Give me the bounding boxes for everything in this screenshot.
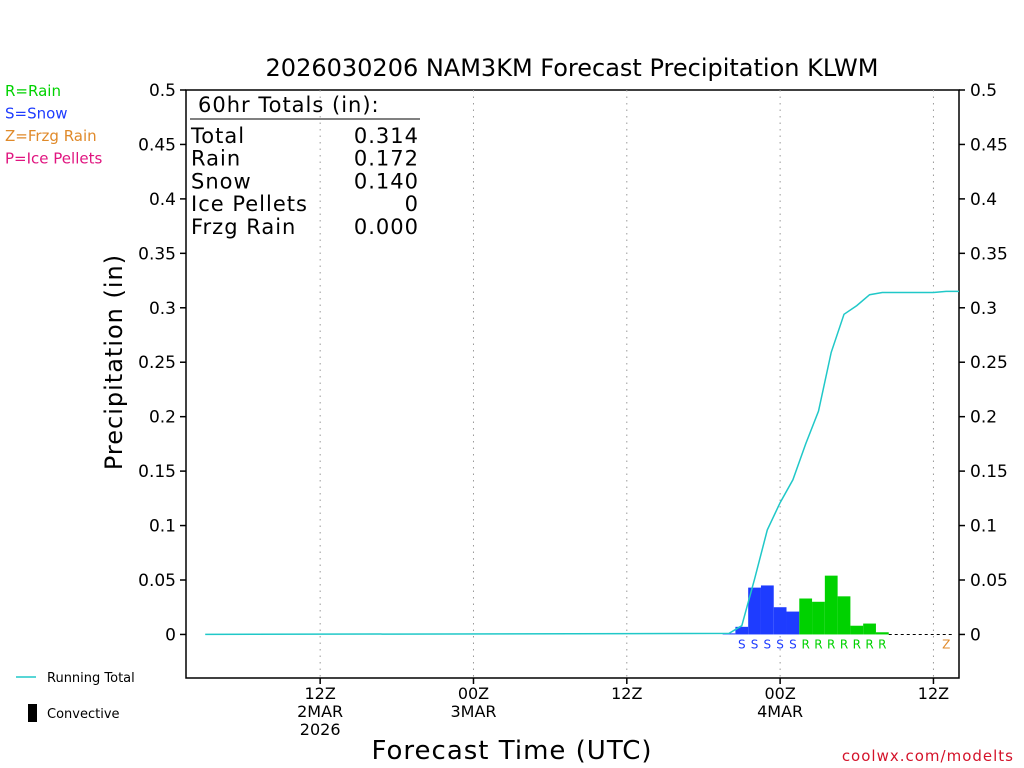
x-tick-label: 3MAR xyxy=(450,702,496,721)
type-marker-R: R xyxy=(814,637,822,651)
type-marker-R: R xyxy=(853,637,861,651)
convective-legend-swatch xyxy=(28,704,37,722)
running-total-series xyxy=(205,290,959,636)
running-total-line xyxy=(205,290,959,636)
bar-R xyxy=(863,623,876,635)
x-tick-label: 4MAR xyxy=(757,702,803,721)
chart-title: 2026030206 NAM3KM Forecast Precipitation… xyxy=(266,54,879,82)
bar-R xyxy=(875,632,889,635)
legend-entry-S: S=Snow xyxy=(5,105,68,123)
legend-entry-Z: Z=Frzg Rain xyxy=(5,127,97,145)
y-tick-label-left: 0.15 xyxy=(138,462,176,482)
totals-row-value: 0.140 xyxy=(354,169,419,193)
type-marker-R: R xyxy=(878,637,886,651)
precip-type-legend: R=Rain S=Snow Z=Frzg Rain P=Ice Pellets xyxy=(5,82,102,168)
y-tick-label-left: 0.25 xyxy=(138,353,176,373)
x-tick-label: 12Z xyxy=(304,684,335,703)
y-axis-left: 0 0.05 0.1 0.15 0.2 0.25 0.3 0.35 0.4 0.45 0.5 xyxy=(138,81,186,645)
x-tick-label: 00Z xyxy=(458,684,489,703)
y-tick-label-right: 0.4 xyxy=(970,190,997,210)
totals-row-label: Rain xyxy=(191,147,241,171)
bar-R xyxy=(850,625,864,635)
y-tick-label-right: 0.1 xyxy=(970,517,997,537)
type-marker-Z: Z xyxy=(942,637,950,651)
type-marker-S: S xyxy=(738,637,746,651)
legend-entry-R: R=Rain xyxy=(5,82,61,100)
type-marker-R: R xyxy=(865,637,873,651)
y-tick-label-right: 0.25 xyxy=(970,353,1008,373)
totals-row-value: 0 xyxy=(405,192,419,216)
x-tick-label: 2MAR xyxy=(297,702,343,721)
y-tick-label-right: 0.5 xyxy=(970,81,997,101)
totals-box: 60hr Totals (in): Total 0.314 Rain 0.172 Sno… xyxy=(190,93,420,239)
y-tick-label-right: 0.45 xyxy=(970,135,1008,155)
totals-row-value: 0.000 xyxy=(354,215,419,239)
bar-R xyxy=(812,601,825,635)
totals-row-value: 0.314 xyxy=(354,124,419,148)
y-axis-label: Precipitation (in) xyxy=(100,254,128,470)
bar-R xyxy=(837,596,851,635)
type-marker-S: S xyxy=(751,637,759,651)
y-tick-label-left: 0.45 xyxy=(138,135,176,155)
vertical-gridlines xyxy=(319,90,934,678)
x-tick-label: 12Z xyxy=(611,684,642,703)
credit-text: coolwx.com/modelts xyxy=(842,747,1014,765)
y-tick-label-left: 0.35 xyxy=(138,244,176,264)
y-tick-label-left: 0.3 xyxy=(149,299,176,319)
type-marker-R: R xyxy=(840,637,848,651)
type-marker-R: R xyxy=(827,637,835,651)
precip-bars xyxy=(722,575,889,635)
y-tick-label-right: 0.05 xyxy=(970,571,1008,591)
y-tick-label-left: 0 xyxy=(165,625,176,645)
totals-row-value: 0.172 xyxy=(354,147,419,171)
totals-row-label: Total xyxy=(190,124,245,148)
type-marker-S: S xyxy=(776,637,784,651)
y-axis-right: 0 0.05 0.1 0.15 0.2 0.25 0.3 0.35 0.4 0.45 0.5 xyxy=(959,81,1008,645)
y-tick-label-left: 0.2 xyxy=(149,408,176,428)
totals-heading: 60hr Totals (in): xyxy=(198,93,380,117)
y-tick-label-right: 0.2 xyxy=(970,408,997,428)
type-marker-S: S xyxy=(789,637,797,651)
bar-R xyxy=(799,598,813,635)
totals-row-label: Snow xyxy=(191,169,252,193)
y-tick-label-left: 0.05 xyxy=(138,571,176,591)
x-tick-label: 12Z xyxy=(918,684,949,703)
bar-R xyxy=(824,575,838,635)
bar-S xyxy=(773,607,787,635)
totals-row-label: Ice Pellets xyxy=(191,192,308,216)
x-tick-label: 00Z xyxy=(764,684,795,703)
x-axis-label: Forecast Time (UTC) xyxy=(371,736,652,766)
bar-S xyxy=(735,626,749,635)
type-marker-R: R xyxy=(802,637,810,651)
totals-row-label: Frzg Rain xyxy=(191,215,296,239)
x-tick-label: 2026 xyxy=(300,720,341,739)
y-tick-label-left: 0.1 xyxy=(149,517,176,537)
y-tick-label-left: 0.5 xyxy=(149,81,176,101)
running-total-legend-label: Running Total xyxy=(47,671,135,686)
y-tick-label-left: 0.4 xyxy=(149,190,176,210)
type-marker-S: S xyxy=(764,637,772,651)
y-tick-label-right: 0 xyxy=(970,625,981,645)
bar-S xyxy=(760,585,774,635)
bar-S xyxy=(786,611,800,635)
y-tick-label-right: 0.15 xyxy=(970,462,1008,482)
plot-frame xyxy=(185,89,960,679)
y-tick-label-right: 0.3 xyxy=(970,299,997,319)
convective-legend-label: Convective xyxy=(47,707,120,722)
bar-S xyxy=(748,587,761,635)
y-tick-label-right: 0.35 xyxy=(970,244,1008,264)
legend-entry-P: P=Ice Pellets xyxy=(5,150,102,168)
